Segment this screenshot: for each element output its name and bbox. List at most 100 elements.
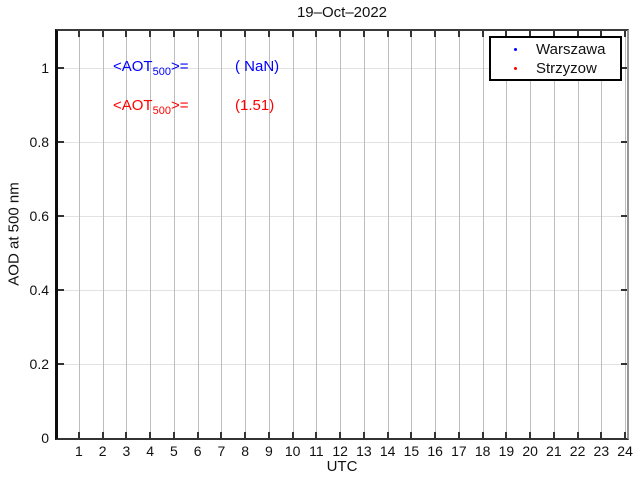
x-tick-label-8: 8 [241, 443, 250, 459]
gridline-x-15 [411, 31, 413, 438]
legend-box: Warszawa Strzyzow [489, 36, 622, 81]
legend-label-warszawa: Warszawa [536, 41, 606, 58]
x-tick-label-11: 11 [309, 443, 324, 459]
y-tick-label-0.2: 0.2 [29, 355, 49, 372]
x-tick-mark-bottom-2 [101, 432, 104, 438]
x-tick-label-20: 20 [522, 443, 538, 459]
x-tick-labels: 1 2 3 4 5 6 7 8 9 10 11 12 13 14 15 16 17 18 19 20 21 22 23 24 [58, 443, 633, 459]
x-tick-label-9: 9 [264, 443, 273, 459]
x-tick-label-15: 15 [403, 443, 420, 459]
strzyzow-point-marker-icon [514, 67, 517, 70]
y-tick-label-0.4: 0.4 [29, 281, 49, 298]
x-tick-mark-top-6 [196, 31, 199, 37]
gridline-x-7 [221, 31, 223, 438]
annotation-strzyzow-value: (1.51) [235, 97, 275, 114]
x-tick-mark-bottom-17 [457, 432, 460, 438]
gridline-x-20 [530, 31, 532, 438]
x-tick-label-19: 19 [498, 443, 515, 459]
x-tick-label-1: 1 [74, 443, 83, 459]
y-tick-label-0.8: 0.8 [29, 134, 49, 150]
x-tick-label-18: 18 [474, 443, 491, 459]
gridline-x-13 [363, 31, 365, 438]
x-tick-mark-top-22 [576, 31, 579, 37]
y-tick-label-0: 0 [41, 430, 49, 446]
y-tick-mark-left-0.4 [58, 288, 64, 291]
x-tick-mark-top-15 [410, 31, 413, 37]
gridline-y-0.2 [58, 363, 627, 365]
legend-label-strzyzow: Strzyzow [536, 60, 597, 77]
y-tick-mark-left-0.2 [58, 362, 64, 365]
x-tick-label-17: 17 [451, 443, 467, 459]
y-tick-label-0.6: 0.6 [29, 208, 49, 224]
gridline-x-3 [126, 31, 128, 438]
x-tick-mark-top-9 [267, 31, 270, 37]
gridline-x-14 [387, 31, 389, 438]
x-tick-mark-bottom-18 [481, 432, 484, 438]
x-tick-mark-top-17 [457, 31, 460, 37]
x-tick-mark-top-11 [315, 31, 318, 37]
x-tick-mark-top-13 [362, 31, 365, 37]
plot-inner: <AOT500>= ( NaN) <AOT500>= (1.51) Warsza… [58, 31, 627, 438]
x-tick-mark-bottom-3 [125, 432, 128, 438]
x-tick-mark-bottom-15 [410, 432, 413, 438]
x-tick-label-22: 22 [569, 443, 586, 459]
y-tick-mark-right-0.8 [621, 141, 627, 143]
y-tick-mark-left-0.6 [58, 215, 64, 217]
annotation-warszawa-formula: <AOT500>= [113, 58, 189, 78]
x-tick-mark-bottom-16 [434, 432, 437, 438]
x-tick-mark-top-18 [481, 31, 484, 37]
gridline-y-0.4 [58, 289, 627, 291]
x-tick-mark-bottom-20 [529, 432, 532, 438]
plot-area: <AOT500>= ( NaN) <AOT500>= (1.51) Warsza… [55, 29, 629, 440]
gridline-x-9 [268, 31, 270, 438]
x-tick-mark-bottom-23 [600, 432, 603, 438]
y-tick-mark-left-1 [58, 67, 64, 69]
x-tick-mark-top-23 [600, 31, 603, 37]
x-tick-mark-top-12 [339, 31, 342, 37]
warszawa-point-marker-icon [514, 48, 517, 51]
y-tick-mark-right-0.2 [621, 362, 627, 365]
x-tick-label-12: 12 [332, 443, 348, 459]
gridline-x-2 [102, 31, 104, 438]
gridline-x-8 [245, 31, 247, 438]
x-tick-mark-bottom-4 [149, 432, 152, 438]
x-tick-mark-bottom-22 [576, 432, 579, 438]
legend-entry-strzyzow: Strzyzow [491, 59, 620, 78]
chart-title: 19–Oct–2022 [296, 4, 388, 21]
gridline-x-5 [173, 31, 175, 438]
x-tick-mark-bottom-12 [339, 432, 342, 438]
y-tick-mark-right-0.4 [621, 288, 627, 291]
x-tick-mark-bottom-24 [624, 432, 627, 438]
gridline-y-0.6 [58, 216, 627, 217]
x-tick-mark-top-21 [552, 31, 555, 37]
x-tick-mark-top-7 [220, 31, 223, 37]
gridline-x-12 [340, 31, 342, 438]
x-tick-mark-top-14 [386, 31, 389, 37]
gridline-x-16 [435, 31, 437, 438]
x-tick-label-13: 13 [356, 443, 372, 459]
x-tick-mark-top-1 [77, 31, 80, 37]
x-axis-label: UTC [326, 458, 358, 475]
x-tick-mark-bottom-1 [77, 432, 80, 438]
y-tick-mark-right-1 [621, 67, 627, 69]
annotation-strzyzow-formula: <AOT500>= [113, 97, 189, 117]
gridline-y-0.8 [58, 142, 627, 143]
x-tick-mark-bottom-19 [505, 432, 508, 438]
x-tick-label-16: 16 [427, 443, 443, 459]
gridline-x-11 [316, 31, 318, 438]
x-tick-mark-top-16 [434, 31, 437, 37]
gridline-x-17 [458, 31, 460, 438]
x-tick-mark-bottom-21 [552, 432, 555, 438]
x-tick-mark-bottom-8 [244, 432, 247, 438]
x-tick-mark-bottom-10 [291, 432, 294, 438]
x-tick-mark-bottom-5 [172, 432, 175, 438]
x-tick-mark-top-19 [505, 31, 508, 37]
y-tick-mark-right-0.6 [621, 215, 627, 217]
x-tick-mark-top-3 [125, 31, 128, 37]
x-tick-label-10: 10 [284, 443, 301, 459]
x-tick-mark-bottom-7 [220, 432, 223, 438]
gridline-y-1 [58, 68, 627, 69]
x-tick-label-2: 2 [98, 443, 107, 459]
gridline-x-22 [577, 31, 579, 438]
